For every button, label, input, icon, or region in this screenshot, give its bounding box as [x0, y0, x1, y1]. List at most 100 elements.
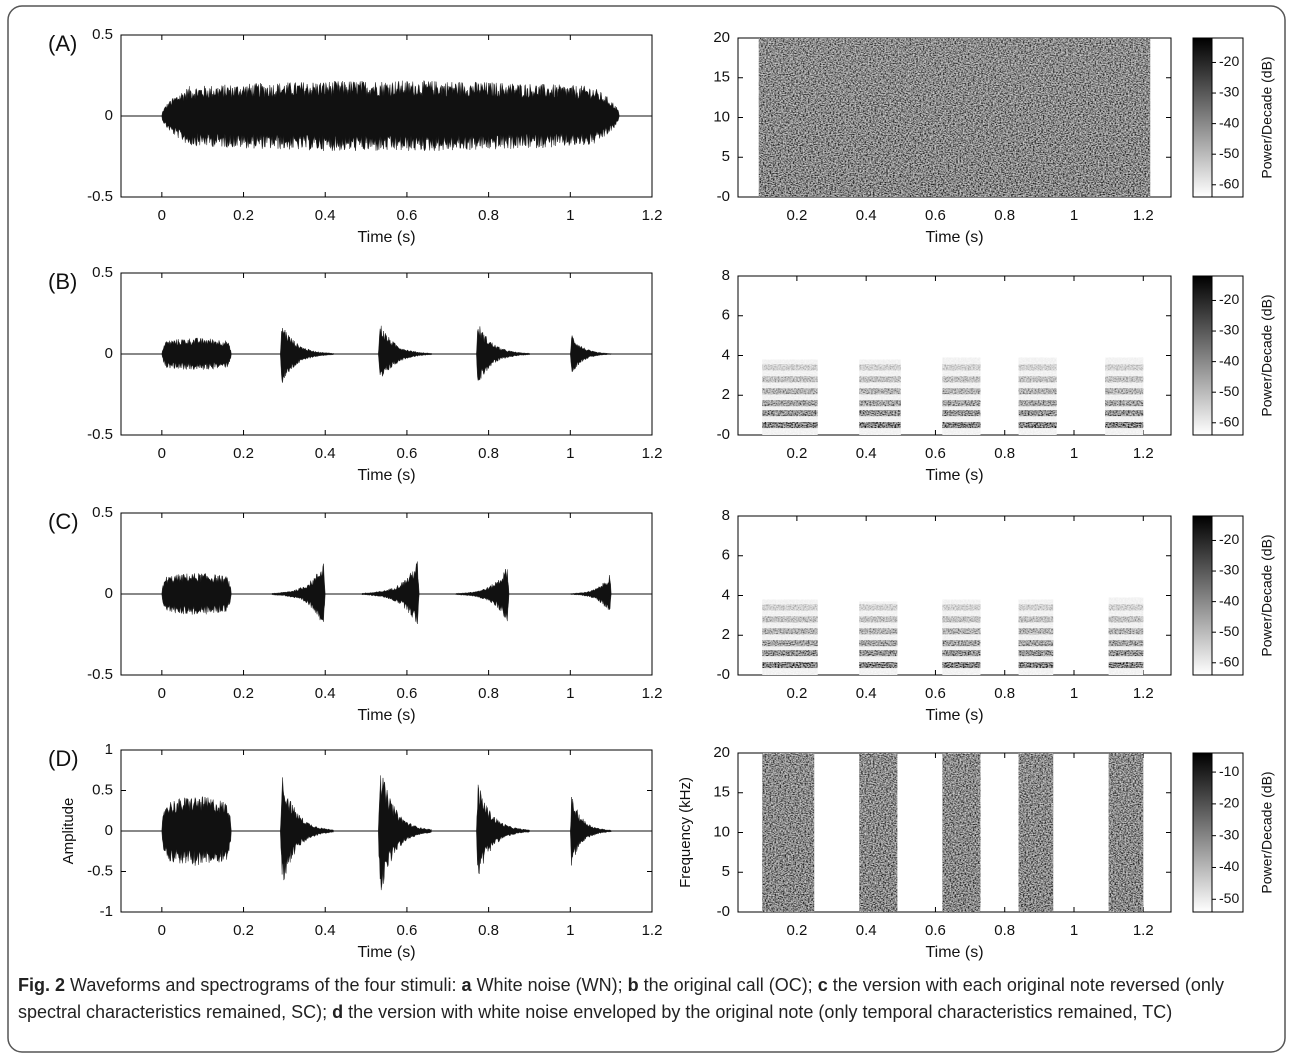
y-tick-label: 0: [105, 107, 113, 124]
harmonic-band: [762, 662, 818, 669]
y-tick-label: 15: [713, 69, 730, 86]
harmonic-band: [859, 604, 898, 611]
harmonic-band: [1105, 388, 1144, 395]
spectrogram-block: [1108, 753, 1144, 912]
harmonic-band: [1108, 604, 1144, 611]
y-tick-label: -0: [717, 903, 730, 920]
harmonic-band: [1108, 662, 1144, 669]
x-axis-label: Time (s): [357, 707, 415, 724]
harmonic-band: [859, 650, 898, 657]
colorbar-label: Power/Decade (dB): [1259, 771, 1275, 893]
x-tick-label: 1: [566, 685, 574, 702]
caption-text: the version with white noise enveloped b…: [348, 1002, 1173, 1022]
x-tick-label: 1.2: [1133, 207, 1154, 224]
y-tick-label: 0: [105, 345, 113, 362]
harmonic-band: [762, 628, 818, 635]
x-tick-label: 1.2: [642, 207, 663, 224]
x-tick-label: 0.6: [925, 207, 946, 224]
harmonic-band: [762, 364, 818, 371]
harmonic-band: [859, 662, 898, 669]
caption: Fig. 2 Waveforms and spectrograms of the…: [18, 972, 1276, 1026]
x-tick-label: 0.4: [315, 445, 336, 462]
y-tick-label: 2: [722, 626, 730, 643]
x-tick-label: 1: [1070, 207, 1078, 224]
colorbar-tick-label: -20: [1219, 795, 1239, 811]
panel-label: (C): [48, 509, 79, 534]
harmonic-band: [1105, 400, 1144, 407]
harmonic-band: [762, 410, 818, 417]
x-tick-label: 0.4: [315, 922, 336, 939]
x-tick-label: 0.4: [856, 207, 877, 224]
y-tick-label: 6: [722, 307, 730, 324]
x-axis-label: Time (s): [357, 229, 415, 246]
x-tick-label: 0.2: [233, 922, 254, 939]
colorbar-frame: [1192, 515, 1244, 676]
harmonic-band: [942, 422, 981, 429]
x-tick-label: 0.2: [233, 445, 254, 462]
x-tick-label: 0.6: [396, 207, 417, 224]
harmonic-band: [762, 422, 818, 429]
x-tick-label: 0.8: [994, 685, 1015, 702]
spectrogram-block: [758, 38, 1151, 197]
y-tick-label: -0.5: [87, 862, 113, 879]
y-tick-label: 1: [105, 741, 113, 758]
harmonic-band: [762, 616, 818, 623]
x-tick-label: 0.2: [786, 207, 807, 224]
x-tick-label: 0.6: [396, 445, 417, 462]
spectrogram-block: [942, 753, 981, 912]
harmonic-band: [1018, 376, 1057, 383]
x-tick-label: 0: [158, 445, 166, 462]
spectrogram-block: [762, 753, 815, 912]
harmonic-band: [762, 388, 818, 395]
caption-key: a: [461, 975, 472, 995]
x-tick-label: 0.4: [856, 685, 877, 702]
y-tick-label: -0.5: [87, 426, 113, 443]
caption-text: the original call (OC);: [643, 975, 813, 995]
caption-key: c: [817, 975, 828, 995]
figure-border: [7, 5, 1286, 1053]
colorbar-tick-label: -30: [1219, 322, 1239, 338]
x-tick-label: 1: [1070, 922, 1078, 939]
x-tick-label: 0: [158, 685, 166, 702]
x-axis-label: Time (s): [925, 944, 983, 961]
y-tick-label: 0: [105, 585, 113, 602]
caption-text: White noise (WN);: [476, 975, 623, 995]
colorbar-frame: [1192, 752, 1244, 913]
caption-key: d: [332, 1002, 344, 1022]
panel-label: (D): [48, 746, 79, 771]
x-tick-label: 1.2: [1133, 922, 1154, 939]
y-tick-label: -0.5: [87, 188, 113, 205]
harmonic-band: [1108, 616, 1144, 623]
harmonic-band: [942, 628, 981, 635]
harmonic-band: [1018, 650, 1054, 657]
y-tick-label: 10: [713, 823, 730, 840]
harmonic-band: [762, 604, 818, 611]
harmonic-band: [762, 376, 818, 383]
y-tick-label: 0.5: [92, 26, 113, 43]
x-tick-label: 0.4: [856, 922, 877, 939]
colorbar-tick-label: -40: [1219, 352, 1239, 368]
harmonic-band: [1018, 400, 1057, 407]
harmonic-band: [762, 650, 818, 657]
y-tick-label: 0.5: [92, 264, 113, 281]
y-tick-label: 8: [722, 507, 730, 524]
harmonic-band: [1018, 388, 1057, 395]
spectrogram-block: [859, 753, 898, 912]
x-tick-label: 0.8: [478, 207, 499, 224]
colorbar-tick-label: -50: [1219, 383, 1239, 399]
waveform-note: [161, 795, 232, 866]
colorbar: [1192, 37, 1213, 198]
harmonic-band: [1018, 364, 1057, 371]
x-tick-label: 0: [158, 207, 166, 224]
harmonic-band: [859, 640, 898, 647]
y-tick-label: 4: [722, 346, 730, 363]
harmonic-band: [859, 376, 901, 383]
waveform-note: [280, 777, 334, 881]
x-tick-label: 0.8: [478, 445, 499, 462]
x-tick-label: 0.8: [994, 445, 1015, 462]
colorbar-tick-label: -30: [1219, 562, 1239, 578]
y-tick-label: -1: [100, 903, 113, 920]
harmonic-band: [859, 410, 901, 417]
x-tick-label: 1.2: [642, 922, 663, 939]
waveform-note: [280, 327, 334, 383]
